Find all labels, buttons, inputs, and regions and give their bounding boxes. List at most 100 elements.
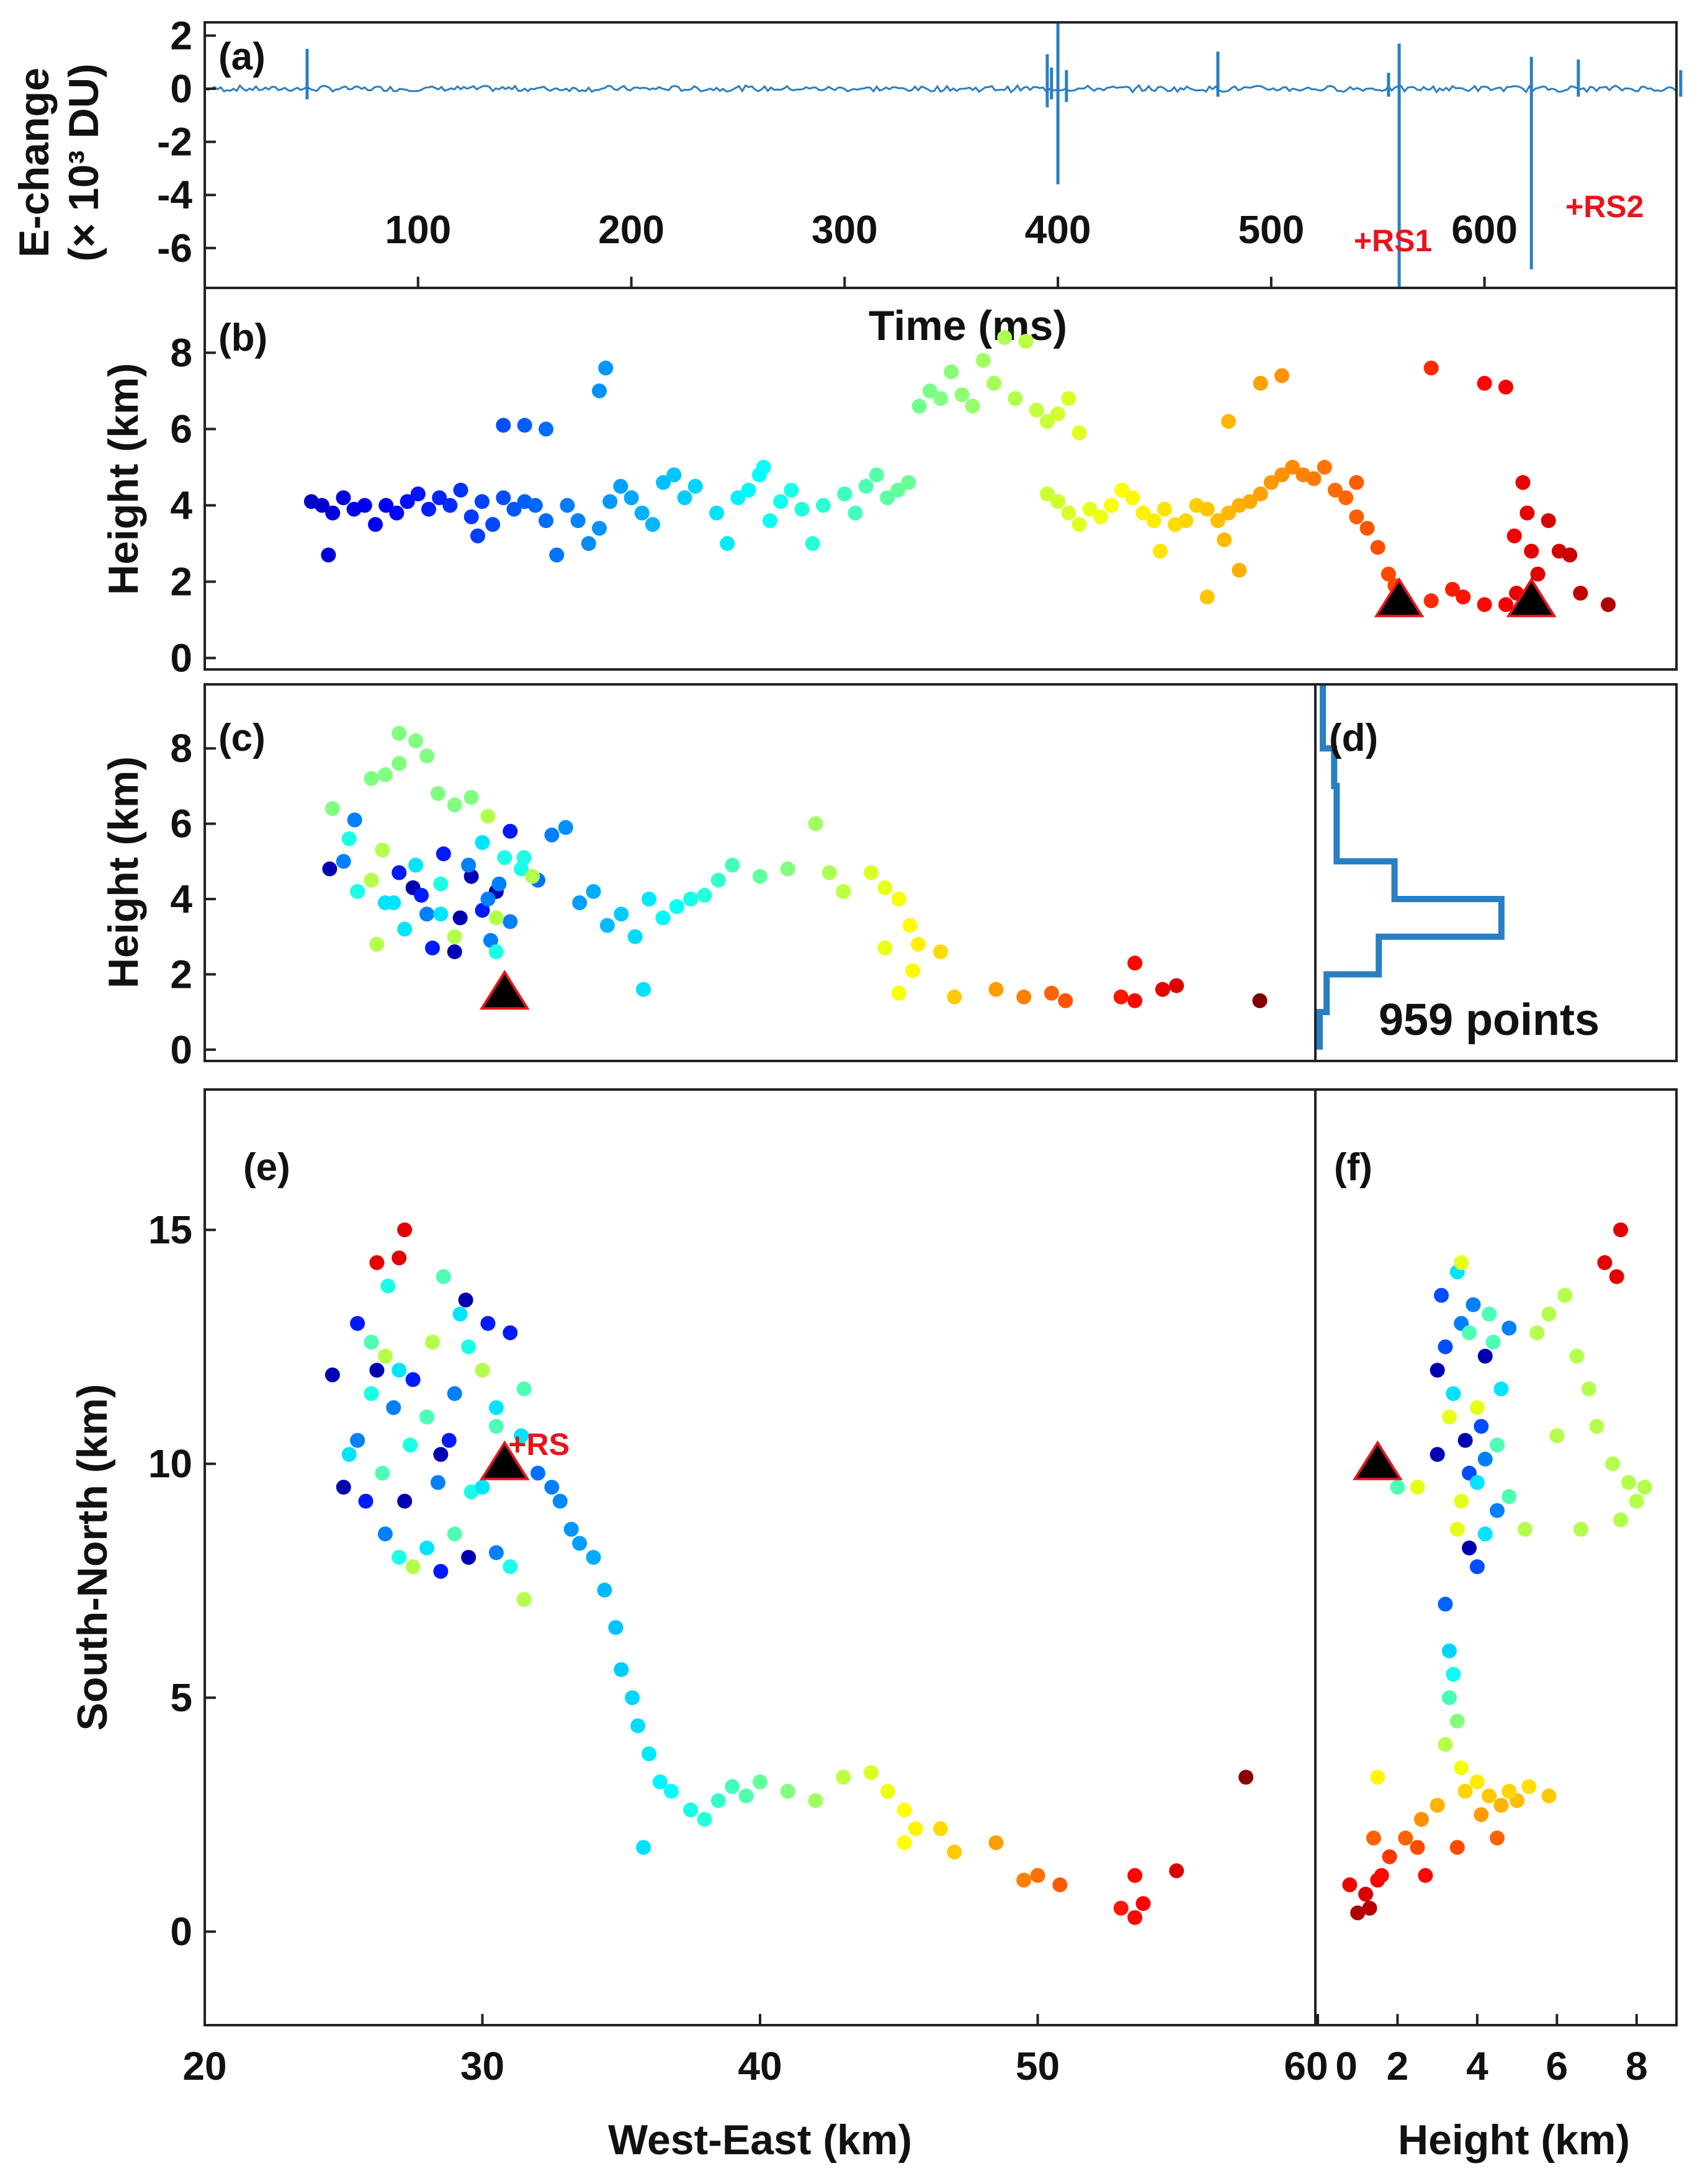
source-point — [1462, 1540, 1477, 1555]
source-point — [986, 375, 1001, 391]
panel-a-xlabel: Time (ms) — [869, 302, 1067, 349]
source-point — [350, 1433, 365, 1448]
source-point — [324, 801, 340, 817]
source-point — [480, 808, 496, 824]
source-point — [1466, 1297, 1481, 1312]
source-point — [358, 1493, 374, 1509]
source-point — [753, 869, 767, 884]
ytick-label: 0 — [170, 1909, 192, 1954]
height-vs-westeast-points — [322, 725, 1268, 1008]
source-point — [447, 944, 462, 959]
source-point — [453, 482, 468, 498]
rs-marker — [479, 1440, 530, 1480]
source-point — [663, 1784, 679, 1799]
source-point — [1327, 482, 1343, 498]
xtick-label: 6 — [1546, 2044, 1569, 2088]
panel-a-ylabel-line1: E-change — [11, 68, 58, 257]
panel-d: (d) 959 points — [1314, 683, 1678, 1062]
source-point — [725, 857, 740, 873]
rs1-marker — [1374, 577, 1425, 617]
panel-d-label: (d) — [1329, 717, 1378, 759]
source-point — [1030, 1868, 1045, 1883]
panel-e-rs-marker — [479, 1440, 530, 1480]
source-point — [1127, 993, 1143, 1008]
source-point — [1398, 1830, 1413, 1846]
source-point — [642, 891, 656, 906]
source-point — [636, 982, 651, 997]
panel-e-label: (e) — [243, 1146, 290, 1189]
xtick-label: 100 — [385, 207, 451, 252]
source-point — [497, 850, 512, 866]
source-point — [1252, 993, 1268, 1008]
ytick-label: 8 — [170, 726, 192, 771]
source-point — [1621, 1475, 1636, 1490]
source-point — [414, 887, 429, 903]
source-point — [1039, 486, 1055, 502]
source-point — [1104, 498, 1119, 513]
ytick-label: 4 — [170, 483, 192, 528]
source-point — [364, 1335, 379, 1350]
source-point — [350, 884, 365, 899]
source-point — [470, 528, 486, 544]
source-point — [1221, 414, 1237, 429]
source-point — [1008, 391, 1023, 406]
source-point — [645, 517, 660, 532]
xtick-label: 500 — [1238, 207, 1304, 252]
source-point — [1199, 501, 1215, 517]
source-point — [655, 910, 671, 926]
panel-a-xticks: 100 200 300 400 500 600 — [385, 207, 1518, 288]
source-point — [1449, 1713, 1465, 1729]
source-point — [1358, 1886, 1374, 1902]
source-point — [697, 887, 712, 903]
source-point — [558, 820, 573, 835]
source-point — [1454, 1255, 1469, 1270]
source-point — [544, 827, 560, 843]
source-point — [1562, 547, 1578, 563]
source-point — [683, 1802, 699, 1818]
source-point — [1382, 1849, 1397, 1864]
source-point — [591, 521, 607, 536]
source-point — [1557, 1287, 1573, 1303]
source-point — [988, 982, 1004, 997]
source-point — [1350, 1905, 1366, 1921]
source-point — [1274, 467, 1290, 483]
source-point — [614, 1662, 629, 1677]
source-point — [784, 482, 799, 498]
ytick-label: 0 — [170, 1027, 192, 1072]
source-point — [539, 421, 554, 437]
source-point — [341, 1447, 357, 1462]
panel-e-frame — [204, 1088, 1317, 2026]
ytick-label: 4 — [170, 877, 192, 921]
ytick-label: 0 — [170, 636, 192, 681]
source-point — [447, 1526, 462, 1542]
source-point — [389, 505, 405, 521]
source-point — [369, 1363, 385, 1378]
source-point — [475, 1479, 490, 1495]
source-point — [1454, 1760, 1469, 1776]
source-point — [1410, 1479, 1425, 1495]
source-point — [461, 1339, 477, 1354]
source-point — [1549, 1428, 1565, 1443]
xtick-label: 4 — [1466, 2044, 1488, 2088]
source-point — [1232, 563, 1247, 578]
source-point — [1445, 581, 1461, 597]
source-point — [625, 1690, 640, 1706]
source-point — [1469, 1774, 1485, 1789]
ytick-label: 5 — [170, 1675, 192, 1720]
source-point — [433, 1447, 449, 1462]
source-point — [1457, 1784, 1473, 1799]
source-point — [514, 861, 529, 877]
source-point — [488, 1418, 504, 1434]
source-point — [485, 517, 501, 532]
source-point — [1541, 513, 1556, 529]
panel-b-yticks: 0 2 4 6 8 — [170, 331, 216, 681]
source-point — [677, 490, 692, 506]
source-point — [1374, 1868, 1389, 1883]
source-point — [1050, 494, 1066, 509]
source-point — [1519, 505, 1535, 521]
source-point — [858, 478, 874, 494]
source-point — [475, 835, 490, 850]
source-point — [341, 831, 357, 846]
source-point — [1039, 414, 1055, 429]
ytick-label: -6 — [157, 226, 192, 271]
